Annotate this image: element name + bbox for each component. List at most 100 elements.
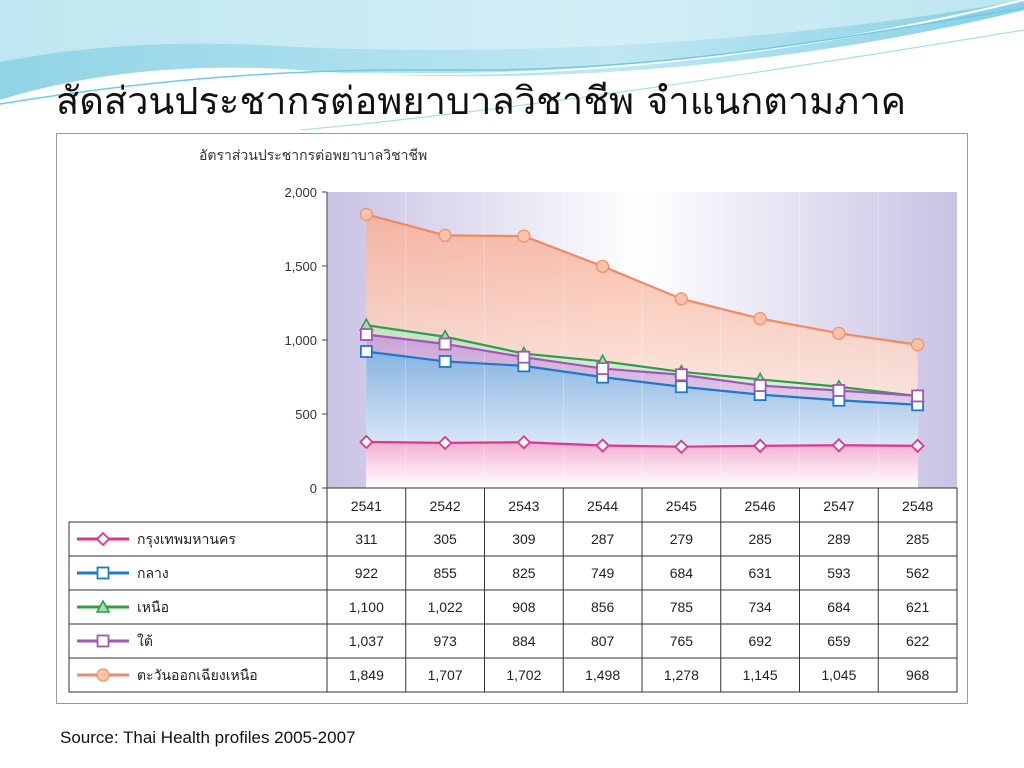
data-point <box>437 435 453 451</box>
data-label: 968 <box>906 667 930 683</box>
data-label: 622 <box>906 633 930 649</box>
data-label: 692 <box>748 633 772 649</box>
legend-marker <box>96 668 110 682</box>
x-tick-label: 2544 <box>587 498 618 514</box>
data-label: 1,045 <box>821 667 856 683</box>
data-label: 309 <box>512 531 536 547</box>
y-tick-label: 1,500 <box>284 259 317 274</box>
data-label: 855 <box>433 565 457 581</box>
data-point <box>359 328 373 341</box>
source-note: Source: Thai Health profiles 2005-2007 <box>60 728 356 747</box>
series-line-4 <box>366 213 918 346</box>
data-label: 749 <box>591 565 615 581</box>
data-label: 289 <box>827 531 851 547</box>
data-label: 1,037 <box>349 633 384 649</box>
series-line-1 <box>366 350 918 406</box>
data-point <box>438 355 452 368</box>
legend-marker <box>95 531 111 547</box>
x-tick-label: 2546 <box>745 498 776 514</box>
data-label: 1,100 <box>349 599 384 615</box>
data-point <box>674 380 688 394</box>
data-point <box>910 438 925 454</box>
data-point <box>595 438 610 453</box>
data-label: 285 <box>748 531 772 547</box>
data-label: 1,849 <box>349 667 384 683</box>
legend-marker <box>96 566 110 580</box>
y-axis-title: อัตราส่วนประชากรต่อพยาบาลวิชาชีพ <box>199 148 427 164</box>
data-label: 562 <box>906 565 930 581</box>
x-tick-label: 2542 <box>430 498 461 514</box>
x-tick-label: 2548 <box>902 498 933 514</box>
x-tick-label: 2543 <box>508 498 539 514</box>
data-label: 1,278 <box>664 667 699 683</box>
y-tick-label: 1,000 <box>284 333 317 348</box>
legend-label: กรุงเทพมหานคร <box>137 532 236 548</box>
data-label: 765 <box>670 633 694 649</box>
data-point <box>753 311 767 326</box>
data-point <box>438 337 452 351</box>
data-point <box>753 379 767 392</box>
data-point <box>831 437 847 453</box>
y-tick-label: 500 <box>295 407 317 422</box>
legend-label: เหนือ <box>137 600 169 616</box>
slide-title: สัดส่วนประชากรต่อพยาบาลวิชาชีพ จำแนกตามภ… <box>56 79 907 123</box>
data-point <box>517 350 531 364</box>
data-label: 1,022 <box>428 599 463 615</box>
data-point <box>517 229 531 243</box>
data-label: 807 <box>591 633 615 649</box>
data-point <box>359 434 374 450</box>
data-label: 973 <box>433 633 457 649</box>
data-label: 287 <box>591 531 615 547</box>
legend-marker <box>95 599 111 613</box>
data-label: 825 <box>512 565 536 581</box>
legend-label: ใต้ <box>137 633 153 650</box>
data-label: 659 <box>827 633 851 649</box>
data-label: 285 <box>906 531 930 547</box>
data-point <box>596 259 610 273</box>
table-body <box>68 521 958 693</box>
data-point <box>911 338 925 352</box>
data-point <box>832 384 846 397</box>
header-waves <box>0 0 1024 130</box>
data-point <box>832 326 846 340</box>
y-tick-label: 2,000 <box>284 185 317 200</box>
data-point <box>359 207 373 221</box>
data-label: 785 <box>670 599 694 615</box>
data-label: 305 <box>433 531 457 547</box>
series-line-0 <box>366 440 918 448</box>
chart: 0 500 1,000 1,500 2,000 อัตราส่วนประชากรต่อพย… <box>68 148 958 693</box>
data-point <box>674 368 688 382</box>
data-label: 593 <box>827 565 851 581</box>
data-point <box>516 434 532 450</box>
data-label: 908 <box>512 599 536 615</box>
data-label: 631 <box>748 565 772 581</box>
data-label: 1,702 <box>506 667 541 683</box>
series-line-3 <box>366 333 918 398</box>
data-label: 922 <box>355 565 379 581</box>
data-label: 1,707 <box>428 667 463 683</box>
chart-frame: 0 500 1,000 1,500 2,000 อัตราส่วนประชากรต่อพย… <box>56 133 968 704</box>
data-label: 279 <box>670 531 694 547</box>
data-label: 1,145 <box>743 667 778 683</box>
x-tick-label: 2547 <box>823 498 854 514</box>
x-tick-label: 2545 <box>666 498 697 514</box>
data-point <box>674 439 689 454</box>
data-point <box>596 362 610 375</box>
data-point <box>438 228 452 242</box>
data-label: 734 <box>748 599 772 615</box>
data-point <box>674 292 688 306</box>
legend-label: ตะวันออกเฉียงเหนือ <box>137 668 258 684</box>
data-label: 884 <box>512 633 536 649</box>
data-label: 621 <box>906 599 930 615</box>
data-point <box>752 438 768 454</box>
y-tick-label: 0 <box>310 481 317 496</box>
data-label: 1,498 <box>585 667 620 683</box>
data-point <box>359 345 373 358</box>
data-point <box>911 389 925 403</box>
data-label: 684 <box>670 565 694 581</box>
legend-label: กลาง <box>137 566 169 582</box>
data-label: 311 <box>355 531 378 547</box>
series-line-2 <box>366 324 918 398</box>
data-label: 856 <box>591 599 615 615</box>
legend-marker <box>96 634 110 648</box>
